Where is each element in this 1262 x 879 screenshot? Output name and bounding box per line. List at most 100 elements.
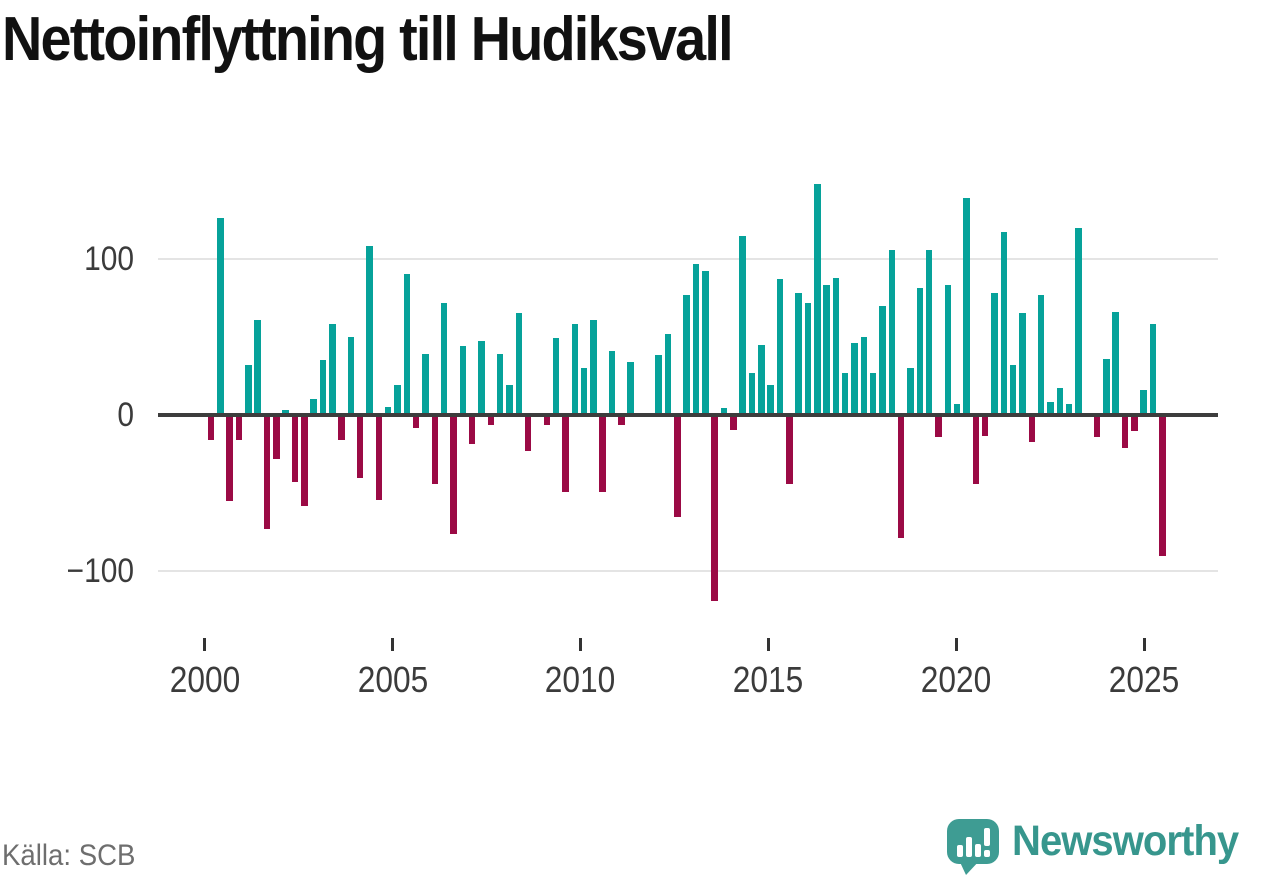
- chart-bar: [524, 417, 532, 452]
- gridline-100: [158, 258, 1218, 260]
- chart-bar: [1103, 358, 1110, 413]
- chart-bar: [347, 336, 355, 413]
- x-axis-tick: [954, 638, 958, 651]
- chart-bar: [1056, 388, 1064, 413]
- chart-bar: [664, 333, 672, 413]
- chart-bar: [702, 271, 709, 413]
- chart-title: Nettoinflyttning till Hudiksvall: [2, 5, 734, 74]
- chart-bar: [935, 417, 942, 438]
- chart-bar: [478, 341, 485, 413]
- chart-bar: [412, 417, 420, 428]
- chart-bar: [235, 417, 243, 441]
- chart-bar: [1000, 232, 1008, 413]
- chart-bar: [468, 417, 476, 444]
- chart-bar: [301, 417, 308, 506]
- chart-bar: [804, 302, 812, 413]
- chart-bar: [730, 417, 737, 430]
- chart-bar: [627, 361, 634, 413]
- chart-bar: [356, 417, 364, 478]
- chart-bar: [366, 246, 373, 413]
- chart-bar: [851, 342, 858, 413]
- chart-bar: [515, 313, 523, 413]
- chart-bar: [310, 399, 317, 413]
- chart-bar: [263, 417, 271, 530]
- chart-bar: [981, 417, 989, 436]
- chart-bar: [767, 385, 774, 413]
- chart-bar: [375, 417, 383, 500]
- chart-bar: [431, 417, 439, 484]
- chart-bar: [720, 408, 728, 413]
- chart-bar: [506, 385, 513, 413]
- chart-bar: [571, 324, 579, 413]
- chart-bar: [1121, 417, 1129, 449]
- chart-bar: [1047, 402, 1054, 413]
- chart-bar: [944, 285, 952, 413]
- chart-bar: [1093, 417, 1101, 438]
- x-axis-tick: [391, 638, 395, 651]
- chart-bar: [907, 367, 914, 413]
- chart-bar: [1149, 324, 1157, 413]
- chart-bar: [618, 417, 625, 425]
- chart-bar: [580, 367, 588, 413]
- newsworthy-wordmark: Newsworthy: [1012, 817, 1239, 865]
- chart-bar: [207, 417, 215, 441]
- chart-bar: [608, 350, 616, 413]
- chart-bar: [888, 249, 896, 413]
- chart-bar: [925, 249, 933, 413]
- source-caption: Källa: SCB: [2, 839, 136, 872]
- chart-bar: [217, 218, 224, 413]
- chart-bar: [758, 344, 765, 413]
- chart-bar: [841, 372, 849, 413]
- chart-bar: [916, 288, 924, 413]
- chart-bar: [329, 324, 336, 413]
- x-tick-label: 2010: [545, 659, 616, 700]
- chart-bar: [552, 338, 560, 413]
- chart-bar: [403, 274, 411, 413]
- chart-bar: [338, 417, 345, 441]
- x-tick-label: 2000: [169, 659, 240, 700]
- chart-bar: [394, 385, 401, 413]
- chart-bar: [440, 302, 448, 413]
- chart-bar: [1037, 294, 1045, 413]
- chart-bar: [1028, 417, 1036, 442]
- chart-bar: [1075, 227, 1082, 413]
- chart-bar: [776, 279, 784, 413]
- gridline--100: [158, 570, 1218, 572]
- x-axis-tick: [578, 638, 582, 651]
- x-axis-tick: [1142, 638, 1146, 651]
- chart-bar: [683, 294, 690, 413]
- x-tick-label: 2020: [920, 659, 992, 700]
- chart-bar: [795, 293, 802, 413]
- chart-bar: [814, 184, 821, 413]
- chart-bar: [459, 346, 467, 413]
- chart-bar: [832, 277, 840, 413]
- chart-bar: [226, 417, 233, 502]
- chart-bar: [1140, 389, 1147, 413]
- chart-bar: [711, 417, 718, 601]
- x-axis-tick: [766, 638, 770, 651]
- chart-bar: [972, 417, 980, 484]
- chart-bar: [245, 364, 252, 413]
- chart-bar: [254, 319, 261, 413]
- newsworthy-logo: Newsworthy: [946, 818, 1255, 876]
- chart-bar: [1159, 417, 1166, 556]
- chart-bar: [599, 417, 606, 492]
- x-tick-label: 2025: [1108, 659, 1180, 700]
- y-tick-label: 100: [84, 240, 134, 278]
- chart-bar: [655, 355, 662, 413]
- chart-bar: [1009, 364, 1017, 413]
- chart-bar: [860, 336, 868, 413]
- chart-bar: [953, 403, 961, 413]
- chart-bar: [450, 417, 457, 534]
- chart-bar: [739, 235, 746, 413]
- chart-bar: [1019, 313, 1026, 413]
- chart-bar: [487, 417, 495, 425]
- y-tick-label: 0: [117, 396, 134, 434]
- chart-bar: [282, 409, 289, 413]
- chart-bar: [879, 305, 886, 413]
- zero-axis-line: [158, 413, 1218, 417]
- chart-bar: [692, 263, 700, 413]
- chart-bar: [869, 372, 877, 413]
